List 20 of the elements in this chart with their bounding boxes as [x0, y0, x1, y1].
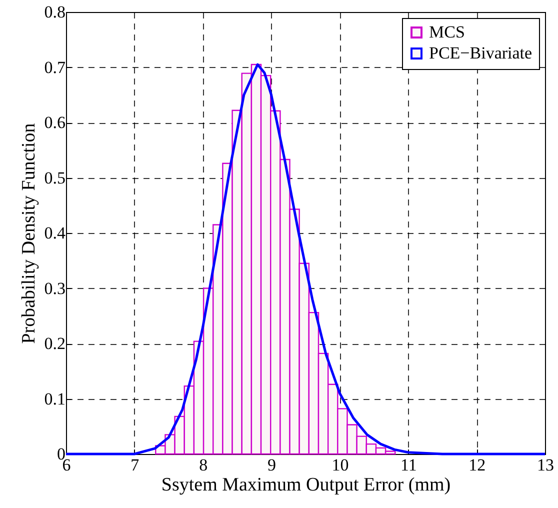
- x-axis-title: Ssytem Maximum Output Error (mm): [161, 474, 451, 496]
- y-axis-title: Probability Density Function: [18, 122, 40, 344]
- x-tick-label: 7: [130, 456, 140, 474]
- line-series: [64, 63, 546, 456]
- y-tick-label: 0.2: [44, 334, 66, 353]
- x-tick-label: 9: [268, 456, 276, 474]
- legend-label: PCE−Bivariate: [429, 44, 532, 62]
- x-tick-label: 11: [400, 456, 417, 474]
- y-tick-label: 0.5: [44, 168, 66, 188]
- y-tick-label: 0.4: [44, 224, 66, 242]
- x-tick-label: 12: [468, 456, 486, 474]
- y-tick-label: 0.7: [44, 58, 66, 77]
- y-tick-label: 0.3: [44, 278, 66, 298]
- x-tick-label: 10: [332, 456, 349, 474]
- y-tick-label: 0.1: [44, 389, 66, 408]
- legend-label: MCS: [429, 22, 465, 42]
- x-tick-label: 8: [199, 456, 208, 474]
- y-tick-label: 0.8: [44, 2, 66, 22]
- y-tick-label: 0.6: [44, 113, 66, 132]
- x-tick-label: 13: [537, 456, 554, 474]
